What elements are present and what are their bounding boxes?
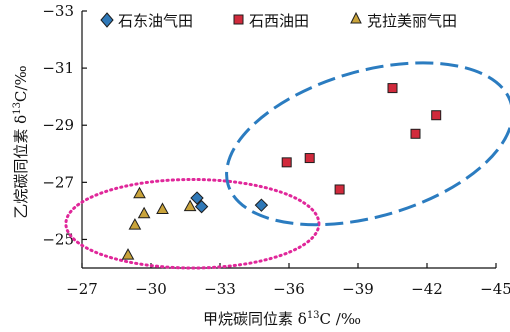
- x-tick-label: −33: [204, 280, 236, 298]
- data-point-triangle: [133, 186, 146, 199]
- data-point-triangle: [121, 248, 135, 260]
- y-axis-title: 乙烷碳同位素 δ13C/‰: [12, 65, 30, 218]
- x-axis-title-sup: 13: [307, 310, 320, 321]
- data-point-square: [281, 157, 292, 168]
- y-axis-title-sup: 13: [12, 102, 23, 115]
- data-point-square: [387, 83, 398, 94]
- y-axis-title-main: 乙烷碳同位素 δ: [12, 115, 30, 219]
- legend-item-kelameili: 克拉美丽气田: [350, 11, 457, 30]
- y-tick-label: −25: [42, 230, 74, 248]
- x-tick-label: −42: [411, 280, 443, 298]
- data-point-triangle: [156, 202, 169, 214]
- y-tick-marks: [82, 10, 87, 241]
- legend: 石东油气田 石西油田 克拉美丽气田: [100, 11, 457, 30]
- legend-item-shidong: 石东油气田: [100, 12, 193, 30]
- data-point-diamond: [194, 199, 209, 214]
- x-axis-title-main: 甲烷碳同位素 δ: [203, 310, 307, 328]
- legend-label-shixi: 石西油田: [249, 12, 309, 30]
- y-tick-label: −27: [42, 173, 74, 191]
- y-tick-label: −29: [42, 116, 74, 134]
- x-tick-label: −30: [135, 280, 167, 298]
- x-axis-title: 甲烷碳同位素 δ13C /‰: [203, 310, 361, 328]
- annotations: [64, 61, 510, 270]
- data-point-triangle: [183, 199, 197, 212]
- y-axis-title-unit: C/‰: [12, 65, 30, 102]
- pink-dotted-ellipse: [64, 177, 321, 270]
- legend-marker-diamond: [100, 12, 114, 28]
- y-tick-label: −33: [42, 2, 74, 20]
- legend-marker-triangle: [350, 11, 362, 24]
- x-tick-label: −36: [273, 280, 305, 298]
- legend-item-shixi: 石西油田: [233, 12, 309, 30]
- data-point-diamond: [254, 198, 269, 212]
- x-tick-label: −27: [66, 280, 98, 298]
- data-point-square: [334, 184, 345, 195]
- data-point-triangle: [128, 218, 142, 230]
- data-point-square: [410, 128, 421, 139]
- x-tick-marks: [81, 263, 497, 268]
- x-tick-labels: −27 −30 −33 −36 −39 −42 −45: [66, 280, 510, 298]
- data-point-triangle: [137, 206, 151, 219]
- data-point-square: [304, 153, 315, 164]
- x-axis: −27 −30 −33 −36 −39 −42 −45 甲烷碳同位素 δ13C /‰: [66, 263, 510, 328]
- x-axis-title-unit: C /‰: [320, 310, 361, 328]
- legend-label-shidong: 石东油气田: [118, 12, 193, 30]
- legend-label-kelameili: 克拉美丽气田: [367, 12, 457, 30]
- blue-dashed-ellipse: [225, 61, 510, 227]
- y-tick-label: −31: [42, 59, 74, 77]
- y-axis: −25 −27 −29 −31 −33 乙烷碳同位素 δ13C/‰: [12, 2, 87, 268]
- x-tick-label: −39: [342, 280, 374, 298]
- y-tick-labels: −25 −27 −29 −31 −33: [42, 2, 74, 248]
- data-points: [121, 83, 442, 260]
- data-point-square: [431, 110, 442, 121]
- data-point-diamond: [190, 191, 204, 205]
- x-tick-label: −45: [480, 280, 510, 298]
- legend-marker-square: [233, 14, 244, 25]
